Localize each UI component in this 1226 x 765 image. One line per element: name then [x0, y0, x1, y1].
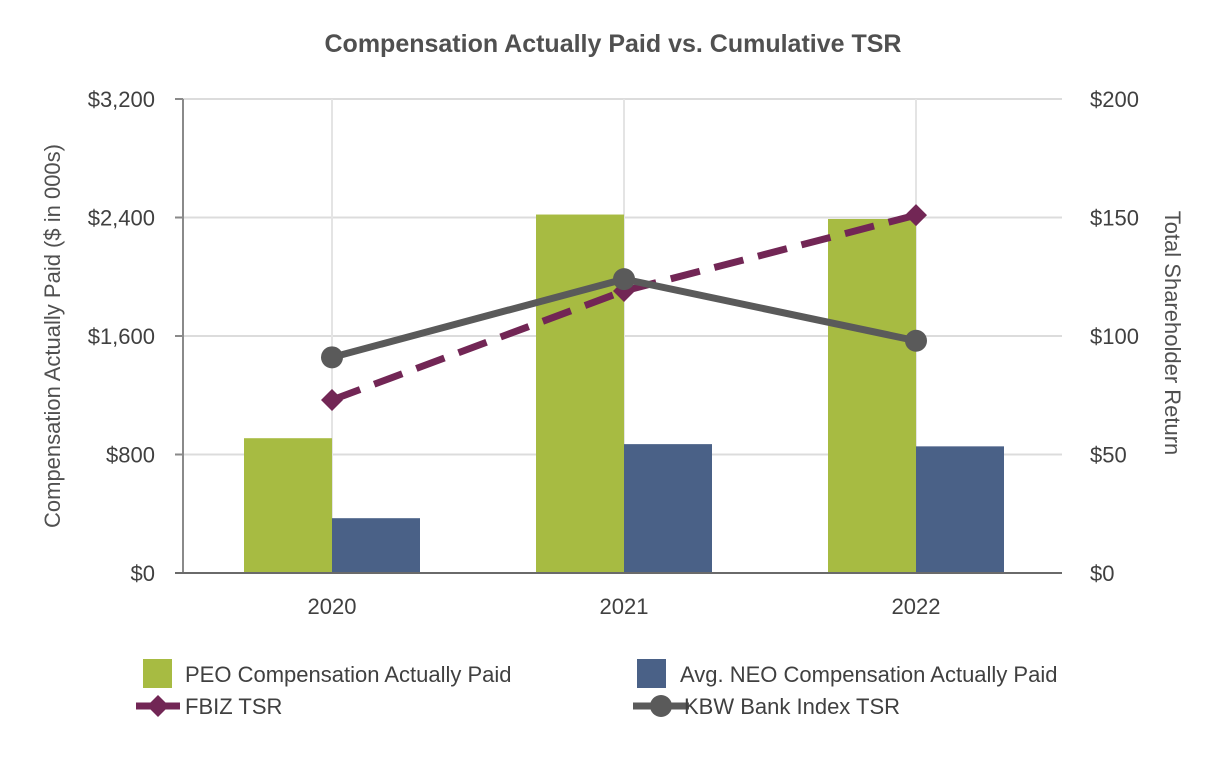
y-tick-label: $800 — [106, 443, 155, 468]
bar-peo — [244, 438, 332, 573]
x-tick-label: 2022 — [892, 594, 941, 619]
kbw-tsr-point — [905, 329, 927, 352]
kbw-tsr-point — [613, 268, 635, 291]
y2-tick-label: $100 — [1090, 324, 1139, 349]
lines — [321, 204, 927, 411]
y-tick-label: $0 — [131, 561, 155, 586]
y-axis-label: Compensation Actually Paid ($ in 000s) — [40, 144, 65, 528]
legend: PEO Compensation Actually Paid Avg. NEO C… — [136, 659, 1057, 719]
y2-tick-label: $200 — [1090, 87, 1139, 112]
axes: $0 $0 $800 $50 $1,600 $100 $2,400 $150 $3,200 $20… — [88, 87, 1139, 619]
chart-title: Compensation Actually Paid vs. Cumulativ… — [325, 30, 902, 58]
bars — [244, 214, 1004, 573]
legend-peo-swatch — [143, 659, 172, 688]
y-tick-label: $2,400 — [88, 206, 155, 231]
y2-tick-label: $50 — [1090, 443, 1127, 468]
line-fbiz-tsr — [330, 211, 917, 404]
legend-neo-swatch — [637, 659, 666, 688]
kbw-tsr-point — [321, 346, 343, 369]
y2-tick-label: $0 — [1090, 561, 1114, 586]
bar-peo — [828, 218, 916, 573]
bar-neo — [624, 444, 712, 573]
x-tick-label: 2021 — [600, 594, 649, 619]
legend-neo-label: Avg. NEO Compensation Actually Paid — [680, 662, 1057, 687]
fbiz-tsr-point — [905, 204, 927, 227]
y2-tick-label: $150 — [1090, 206, 1139, 231]
y-tick-label: $1,600 — [88, 324, 155, 349]
x-tick-label: 2020 — [308, 594, 357, 619]
legend-fbiz-marker — [147, 695, 169, 717]
legend-peo-label: PEO Compensation Actually Paid — [185, 662, 512, 687]
bar-neo — [332, 518, 420, 573]
y2-axis-label: Total Shareholder Return — [1160, 211, 1185, 456]
bar-peo — [536, 214, 624, 573]
legend-kbw-marker — [650, 695, 672, 717]
fbiz-tsr-point — [321, 388, 343, 411]
legend-kbw-label: KBW Bank Index TSR — [684, 694, 900, 719]
y-tick-label: $3,200 — [88, 87, 155, 112]
legend-fbiz-label: FBIZ TSR — [185, 694, 282, 719]
bar-neo — [916, 446, 1004, 573]
